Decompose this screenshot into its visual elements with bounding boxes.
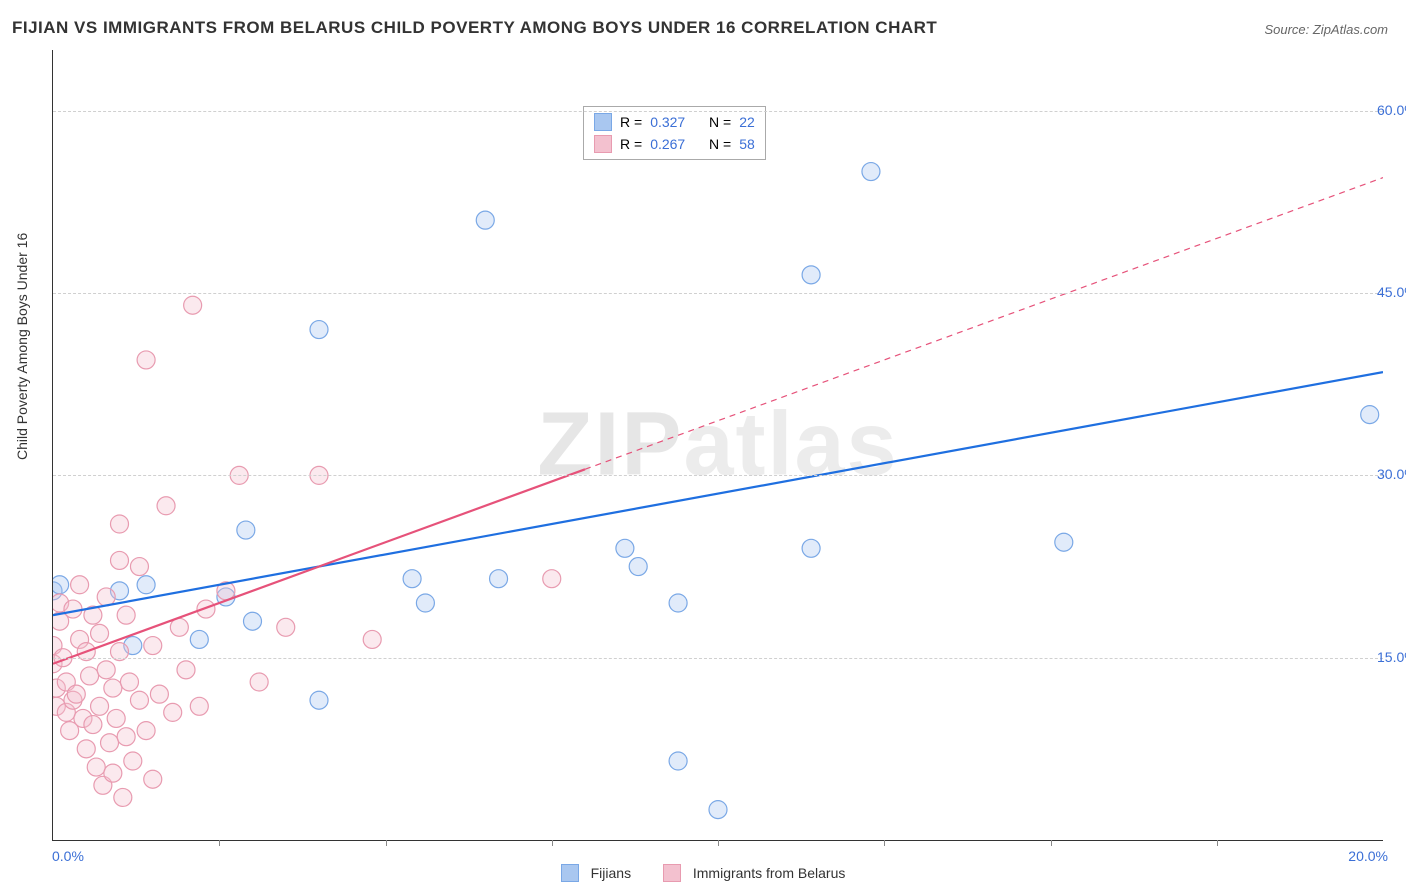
fijians-point bbox=[476, 211, 494, 229]
belarus-point bbox=[120, 673, 138, 691]
y-axis-label: Child Poverty Among Boys Under 16 bbox=[14, 233, 30, 460]
legend-row-belarus: R = 0.267 N = 58 bbox=[594, 133, 755, 155]
belarus-point bbox=[87, 758, 105, 776]
belarus-point bbox=[91, 697, 109, 715]
belarus-point bbox=[543, 570, 561, 588]
fijians-point bbox=[237, 521, 255, 539]
fijians-point bbox=[1055, 533, 1073, 551]
belarus-point bbox=[111, 551, 129, 569]
belarus-point bbox=[111, 515, 129, 533]
belarus-point bbox=[117, 728, 135, 746]
belarus-point bbox=[157, 497, 175, 515]
swatch-belarus bbox=[594, 135, 612, 153]
belarus-point bbox=[124, 752, 142, 770]
legend-row-fijians: R = 0.327 N = 22 bbox=[594, 111, 755, 133]
belarus-point bbox=[107, 709, 125, 727]
belarus-point bbox=[190, 697, 208, 715]
swatch-fijians bbox=[594, 113, 612, 131]
fijians-point bbox=[416, 594, 434, 612]
x-tick-max: 20.0% bbox=[1348, 848, 1388, 864]
scatter-svg bbox=[53, 50, 1383, 840]
legend-label-belarus: Immigrants from Belarus bbox=[693, 865, 845, 881]
belarus-point bbox=[101, 734, 119, 752]
fijians-point bbox=[616, 539, 634, 557]
plot-area: ZIPatlas R = 0.327 N = 22 R = 0.267 N = … bbox=[52, 50, 1383, 841]
fijians-point bbox=[1361, 406, 1379, 424]
belarus-point bbox=[84, 716, 102, 734]
belarus-point bbox=[67, 685, 85, 703]
fijians-point bbox=[190, 630, 208, 648]
belarus-point bbox=[64, 600, 82, 618]
chart-container: FIJIAN VS IMMIGRANTS FROM BELARUS CHILD … bbox=[0, 0, 1406, 892]
belarus-point bbox=[130, 691, 148, 709]
chart-title: FIJIAN VS IMMIGRANTS FROM BELARUS CHILD … bbox=[12, 18, 937, 38]
y-tick-label: 45.0% bbox=[1377, 284, 1406, 300]
belarus-point bbox=[97, 661, 115, 679]
belarus-point bbox=[277, 618, 295, 636]
belarus-point bbox=[144, 637, 162, 655]
fijians-point bbox=[53, 576, 69, 594]
belarus-point bbox=[137, 722, 155, 740]
fijians-point bbox=[244, 612, 262, 630]
fijians-point bbox=[137, 576, 155, 594]
belarus-point bbox=[130, 558, 148, 576]
belarus-point bbox=[177, 661, 195, 679]
belarus-point bbox=[144, 770, 162, 788]
fijians-point bbox=[310, 691, 328, 709]
belarus-point bbox=[137, 351, 155, 369]
fijians-point bbox=[669, 752, 687, 770]
fijians-point bbox=[862, 163, 880, 181]
belarus-point bbox=[104, 764, 122, 782]
belarus-point bbox=[250, 673, 268, 691]
y-tick-label: 60.0% bbox=[1377, 102, 1406, 118]
x-tick-min: 0.0% bbox=[52, 848, 84, 864]
belarus-point bbox=[81, 667, 99, 685]
belarus-point bbox=[114, 788, 132, 806]
belarus-point bbox=[150, 685, 168, 703]
belarus-point bbox=[71, 576, 89, 594]
y-tick-label: 30.0% bbox=[1377, 466, 1406, 482]
belarus-point bbox=[363, 630, 381, 648]
fijians-point bbox=[490, 570, 508, 588]
fijians-point bbox=[310, 321, 328, 339]
swatch-fijians-icon bbox=[561, 864, 579, 882]
belarus-point bbox=[91, 624, 109, 642]
swatch-belarus-icon bbox=[663, 864, 681, 882]
fijians-point bbox=[403, 570, 421, 588]
belarus-point bbox=[164, 703, 182, 721]
fijians-point bbox=[629, 558, 647, 576]
legend-label-fijians: Fijians bbox=[591, 865, 631, 881]
fijians-point bbox=[802, 266, 820, 284]
belarus-point bbox=[184, 296, 202, 314]
belarus-point bbox=[104, 679, 122, 697]
fijians-point bbox=[709, 801, 727, 819]
correlation-legend: R = 0.327 N = 22 R = 0.267 N = 58 bbox=[583, 106, 766, 160]
belarus-point bbox=[117, 606, 135, 624]
belarus-point bbox=[77, 740, 95, 758]
series-legend: Fijians Immigrants from Belarus bbox=[0, 864, 1406, 882]
y-tick-label: 15.0% bbox=[1377, 649, 1406, 665]
fijians-point bbox=[802, 539, 820, 557]
fijians-point bbox=[669, 594, 687, 612]
source-attribution: Source: ZipAtlas.com bbox=[1264, 22, 1388, 37]
